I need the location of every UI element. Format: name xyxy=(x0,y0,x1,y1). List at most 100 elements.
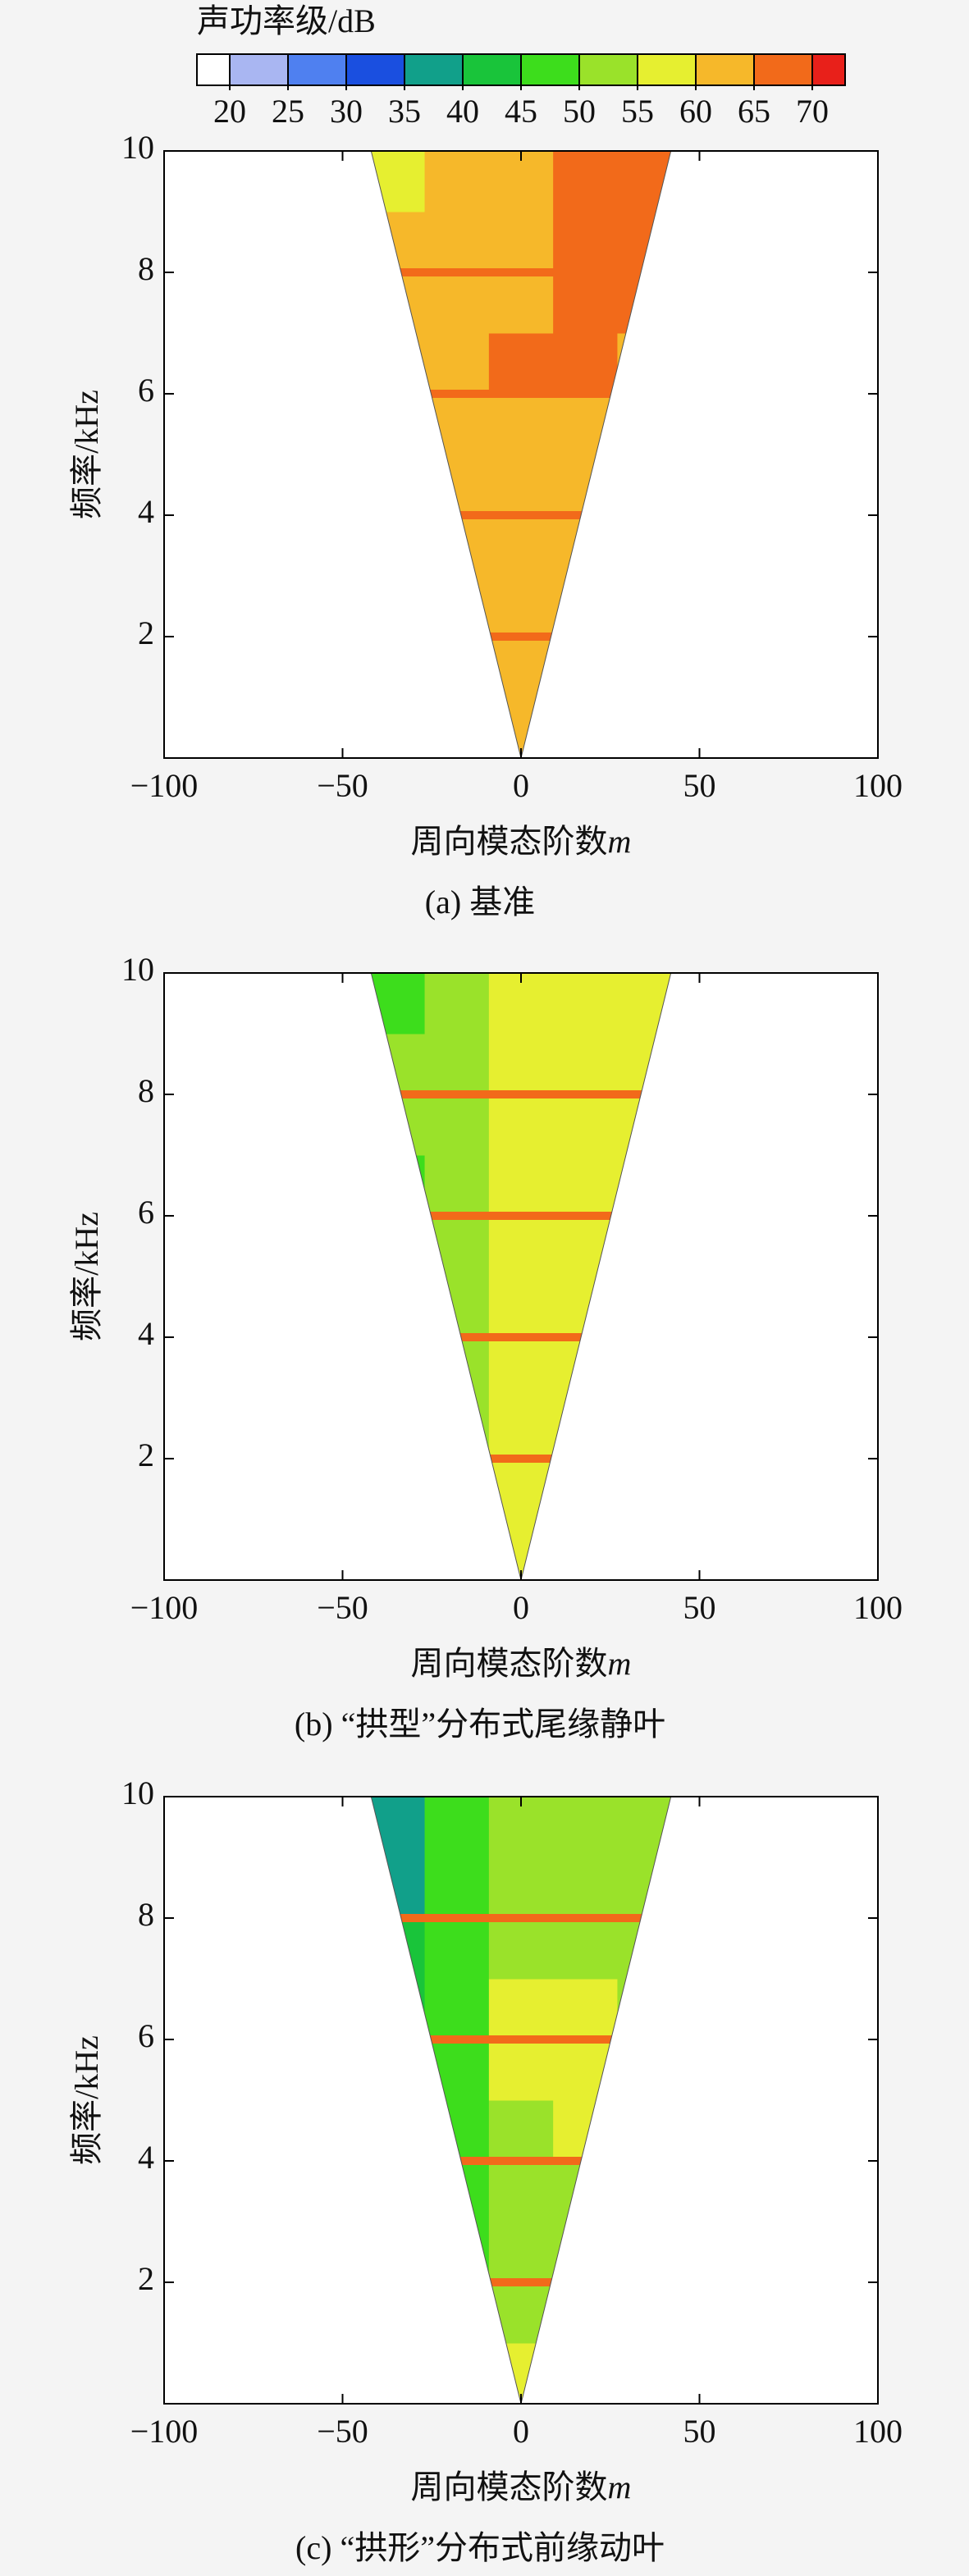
x-tick-label: 0 xyxy=(513,767,529,804)
colorbar-tick-label: 50 xyxy=(563,93,596,130)
colorbar-tick-label: 35 xyxy=(388,93,421,130)
heatmap-cell xyxy=(488,1034,554,1095)
heatmap-cell xyxy=(488,1398,554,1459)
y-tick-label: 4 xyxy=(138,2139,154,2176)
x-tick-label: −50 xyxy=(317,1589,368,1626)
colorbar-box xyxy=(462,53,522,86)
heatmap-cell xyxy=(488,1918,554,1980)
heatmap-cell xyxy=(488,576,554,637)
heatmap-cell xyxy=(553,1155,618,1217)
y-tick-label: 6 xyxy=(138,2017,154,2054)
heatmap-cell xyxy=(553,1094,618,1156)
heatmap-cell xyxy=(488,1979,554,2040)
x-tick-label: −50 xyxy=(317,767,368,804)
y-tick-label: 8 xyxy=(138,1896,154,1933)
heatmap-cell xyxy=(488,2039,554,2101)
y-axis-label: 频率/kHz xyxy=(68,390,105,519)
tonal-line xyxy=(371,511,671,519)
x-axis-label: 周向模态阶数m xyxy=(411,1645,632,1682)
heatmap-cell xyxy=(553,151,618,212)
heatmap-cell xyxy=(553,1797,618,1858)
tonal-line xyxy=(371,390,671,398)
x-tick-label: −100 xyxy=(130,2413,199,2450)
heatmap-cell xyxy=(488,2161,554,2222)
heatmap-cell xyxy=(488,1797,554,1858)
heatmap-cell xyxy=(424,1979,490,2040)
heatmap-cell xyxy=(488,454,554,516)
x-axis-label-symbol: m xyxy=(608,1645,632,1682)
heatmap-cell xyxy=(424,1857,490,1919)
x-axis-label-text: 周向模态阶数 xyxy=(411,2469,608,2505)
heatmap-cell xyxy=(424,973,490,1035)
y-tick-label: 2 xyxy=(138,614,154,651)
x-tick-label: 0 xyxy=(513,1589,529,1626)
tonal-line xyxy=(371,1914,671,1922)
heatmap-cell xyxy=(424,1034,490,1095)
heatmap-cell xyxy=(488,212,554,273)
colorbar-box xyxy=(753,53,813,86)
x-axis-label-symbol: m xyxy=(608,2469,632,2505)
heatmap-cell xyxy=(488,515,554,577)
tonal-line xyxy=(371,2157,671,2165)
y-axis-label: 频率/kHz xyxy=(68,2035,105,2165)
y-tick-label: 8 xyxy=(138,1072,154,1109)
y-tick-label: 2 xyxy=(138,2260,154,2297)
colorbar-box xyxy=(404,53,464,86)
heatmap-cell xyxy=(488,2100,554,2162)
heatmap-cell xyxy=(488,1337,554,1399)
x-axis-label-symbol: m xyxy=(608,823,632,860)
heatmap-cell xyxy=(424,333,490,395)
colorbar-title: 声功率级/dB xyxy=(197,2,376,39)
heatmap-cell xyxy=(424,151,490,212)
heatmap-cell xyxy=(488,2222,554,2283)
x-tick-label: −50 xyxy=(317,2413,368,2450)
heatmap-cell xyxy=(553,973,618,1035)
y-tick-label: 10 xyxy=(121,951,154,988)
heatmap-cell xyxy=(488,333,554,395)
y-tick-label: 2 xyxy=(138,1436,154,1473)
heatmap-cell xyxy=(553,333,618,395)
heatmap-cell xyxy=(424,272,490,334)
y-tick-label: 6 xyxy=(138,372,154,409)
heatmap-cell xyxy=(488,272,554,334)
y-tick-label: 10 xyxy=(121,1774,154,1811)
x-tick-label: 100 xyxy=(853,767,903,804)
colorbar-tick-label: 45 xyxy=(505,93,537,130)
heatmap-cell xyxy=(553,272,618,334)
heatmap-cell xyxy=(488,394,554,455)
tonal-line xyxy=(371,1455,671,1463)
x-tick-label: 100 xyxy=(853,2413,903,2450)
x-tick-label: 100 xyxy=(853,1589,903,1626)
heatmap-cell xyxy=(424,1094,490,1156)
colorbar-tick-label: 25 xyxy=(272,93,304,130)
caption: (b) “拱型”分布式尾缘静叶 xyxy=(295,1706,665,1742)
caption: (a) 基准 xyxy=(425,884,535,920)
colorbar-box xyxy=(578,53,638,86)
x-tick-label: 50 xyxy=(683,1589,716,1626)
colorbar-box xyxy=(287,53,347,86)
x-axis-label: 周向模态阶数m xyxy=(411,823,632,860)
tonal-line xyxy=(371,1090,671,1098)
caption: (c) “拱形”分布式前缘动叶 xyxy=(295,2529,665,2566)
y-tick-label: 4 xyxy=(138,493,154,530)
colorbar-tick-label: 55 xyxy=(621,93,654,130)
y-tick-label: 10 xyxy=(121,129,154,166)
y-axis-label: 频率/kHz xyxy=(68,1212,105,1341)
x-tick-label: 0 xyxy=(513,2413,529,2450)
heatmap-cell xyxy=(488,1277,554,1338)
x-axis-label-text: 周向模态阶数 xyxy=(411,1645,608,1682)
heatmap-cell xyxy=(424,1797,490,1858)
tonal-line xyxy=(371,2278,671,2286)
heatmap-cell xyxy=(424,212,490,273)
heatmap-cell xyxy=(553,1034,618,1095)
colorbar-box xyxy=(196,53,231,86)
heatmap-cell xyxy=(488,973,554,1035)
y-tick-label: 8 xyxy=(138,250,154,287)
colorbar-box xyxy=(520,53,580,86)
tonal-line xyxy=(371,633,671,641)
colorbar-tick-label: 40 xyxy=(446,93,479,130)
colorbar-tick-label: 70 xyxy=(796,93,829,130)
colorbar-tick-label: 60 xyxy=(679,93,712,130)
heatmap-cell xyxy=(553,1918,618,1980)
